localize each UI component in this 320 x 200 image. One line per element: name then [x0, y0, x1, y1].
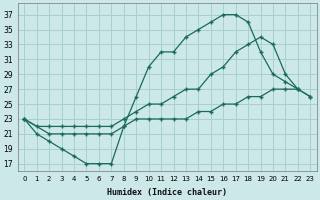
X-axis label: Humidex (Indice chaleur): Humidex (Indice chaleur) [107, 188, 227, 197]
